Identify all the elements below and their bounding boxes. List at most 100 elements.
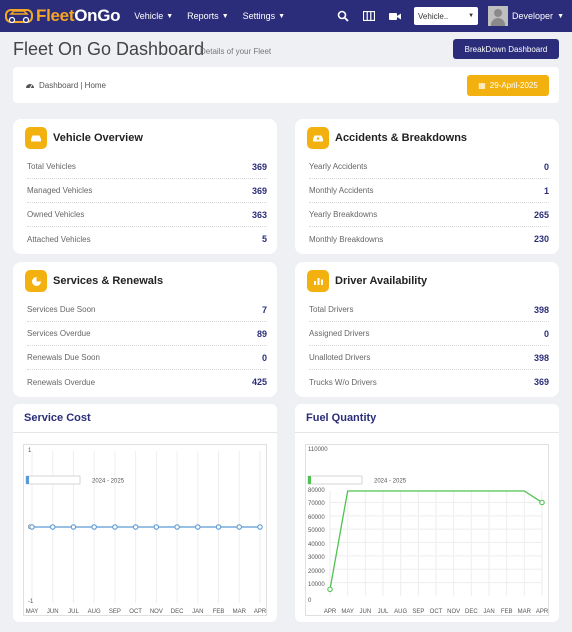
- y-tick-label: 10000: [308, 582, 325, 588]
- x-tick-label: MAR: [233, 609, 247, 615]
- date-text: 29-April-2025: [489, 81, 538, 90]
- nav-vehicle[interactable]: Vehicle ▼: [134, 11, 173, 21]
- card-header: Driver Availability: [307, 270, 427, 292]
- stat-row[interactable]: Attached Vehicles 5: [27, 227, 267, 251]
- stat-value: 398: [533, 352, 549, 363]
- stat-label: Trucks W/o Drivers: [309, 377, 377, 387]
- nav-settings[interactable]: Settings ▼: [243, 11, 285, 21]
- date-badge: ▦ 29-April-2025: [467, 75, 549, 96]
- stat-row[interactable]: Services Due Soon 7: [27, 298, 267, 322]
- columns-icon[interactable]: [362, 9, 376, 23]
- stat-row[interactable]: Total Vehicles 369: [27, 155, 267, 179]
- stat-label: Services Due Soon: [27, 305, 96, 314]
- data-point: [112, 524, 118, 530]
- stat-value: 5: [261, 234, 267, 244]
- stat-value: 230: [533, 234, 549, 244]
- breadcrumb-text[interactable]: Dashboard | Home: [39, 80, 106, 90]
- stat-row[interactable]: Renewals Overdue 425: [27, 370, 267, 394]
- data-point: [327, 586, 333, 593]
- stat-row[interactable]: Managed Vehicles 369: [27, 179, 267, 203]
- data-point: [70, 524, 77, 530]
- chart-title: Service Cost: [24, 412, 91, 424]
- x-tick-label: AUG: [88, 609, 101, 615]
- services-renewals-card: Services & Renewals Services Due Soon 7 S…: [13, 262, 277, 397]
- stat-row[interactable]: Owned Vehicles 363: [27, 203, 267, 227]
- data-point: [257, 524, 263, 530]
- breakdown-dashboard-button[interactable]: BreakDown Dashboard: [453, 39, 559, 59]
- stat-label: Total Vehicles: [27, 162, 76, 171]
- x-tick-label: NOV: [150, 609, 163, 615]
- stat-row[interactable]: Unalloted Drivers 398: [309, 346, 549, 370]
- chevron-down-icon: ▼: [278, 12, 286, 20]
- y-tick-label: 80000: [308, 488, 325, 494]
- y-tick-label: 30000: [308, 555, 325, 561]
- fuel-quantity-panel: Fuel Quantity 110000 80000 70000 60000 50000…: [295, 404, 559, 622]
- stat-row[interactable]: Trucks W/o Drivers 369: [309, 370, 549, 394]
- card-title: Accidents & Breakdowns: [335, 132, 468, 144]
- stat-row[interactable]: Yearly Breakdowns 265: [309, 203, 549, 227]
- stat-row[interactable]: Monthly Accidents 1: [309, 179, 549, 203]
- x-tick-label: OCT: [129, 609, 142, 615]
- stat-label: Services Overdue: [27, 329, 91, 338]
- brand-logo[interactable]: FleetOnGo: [4, 6, 121, 26]
- stat-row[interactable]: Renewals Due Soon 0: [27, 346, 267, 370]
- chart-frame: 110000 80000 70000 60000 50000 40000 30000 2000…: [305, 444, 549, 616]
- stat-row[interactable]: Total Drivers 398: [309, 298, 549, 322]
- video-camera-icon[interactable]: [388, 9, 402, 23]
- stat-value: 7: [261, 304, 267, 315]
- user-menu[interactable]: Developer ▼: [488, 6, 564, 26]
- vehicle-select[interactable]: Vehicle.. ▼: [414, 7, 479, 25]
- data-point: [236, 524, 243, 530]
- y-tick-label: 1: [28, 448, 32, 454]
- stat-row[interactable]: Services Overdue 89: [27, 322, 267, 346]
- x-tick-label: APR: [324, 609, 337, 615]
- series-line: [329, 490, 543, 590]
- stat-label: Attached Vehicles: [27, 234, 91, 244]
- car-logo-icon: [5, 9, 33, 24]
- stat-label: Unalloted Drivers: [309, 353, 371, 362]
- data-point: [215, 524, 222, 530]
- stat-value: 89: [256, 328, 267, 339]
- legend-label: 2024 - 2025: [374, 479, 407, 485]
- card-title: Services & Renewals: [53, 275, 164, 287]
- stat-row[interactable]: Assigned Drivers 0: [309, 322, 549, 346]
- brand-part-fleet: Fleet: [36, 6, 75, 25]
- legend-swatch: [26, 476, 29, 484]
- x-tick-label: FEB: [501, 609, 513, 615]
- y-tick-label: 110000: [308, 447, 328, 453]
- stat-label: Monthly Breakdowns: [309, 234, 384, 244]
- chart-title: Fuel Quantity: [306, 412, 377, 424]
- card-header: Vehicle Overview: [25, 127, 143, 149]
- stat-label: Total Drivers: [309, 305, 354, 314]
- search-icon[interactable]: [336, 9, 350, 23]
- bar-chart-icon: [307, 270, 329, 292]
- y-tick-label: -1: [28, 599, 34, 605]
- data-point: [132, 524, 139, 530]
- x-tick-label: MAY: [341, 609, 354, 615]
- card-title: Driver Availability: [335, 275, 428, 287]
- stat-row[interactable]: Monthly Breakdowns 230: [309, 227, 549, 251]
- x-tick-label: FEB: [213, 609, 225, 615]
- stat-value: 369: [251, 161, 267, 172]
- nav-reports-label: Reports: [187, 11, 219, 21]
- x-tick-label: OCT: [430, 609, 443, 615]
- car-crash-icon: [307, 127, 329, 149]
- card-header: Services & Renewals: [25, 270, 163, 292]
- stat-row[interactable]: Yearly Accidents 0: [309, 155, 549, 179]
- data-point: [174, 524, 180, 530]
- data-point: [153, 524, 160, 530]
- stat-label: Monthly Accidents: [309, 186, 374, 195]
- data-point: [539, 499, 545, 506]
- chevron-down-icon: ▼: [166, 12, 174, 20]
- stat-value: 363: [251, 209, 267, 220]
- brand-part-ongo: OnGo: [74, 6, 121, 25]
- stat-label: Owned Vehicles: [27, 210, 85, 219]
- stat-value: 0: [261, 352, 267, 363]
- brand-name: FleetOnGo: [36, 6, 121, 26]
- nav-reports[interactable]: Reports ▼: [187, 11, 228, 21]
- card-title: Vehicle Overview: [53, 132, 143, 144]
- legend-box: [307, 475, 363, 485]
- y-tick-label: 0: [308, 598, 312, 604]
